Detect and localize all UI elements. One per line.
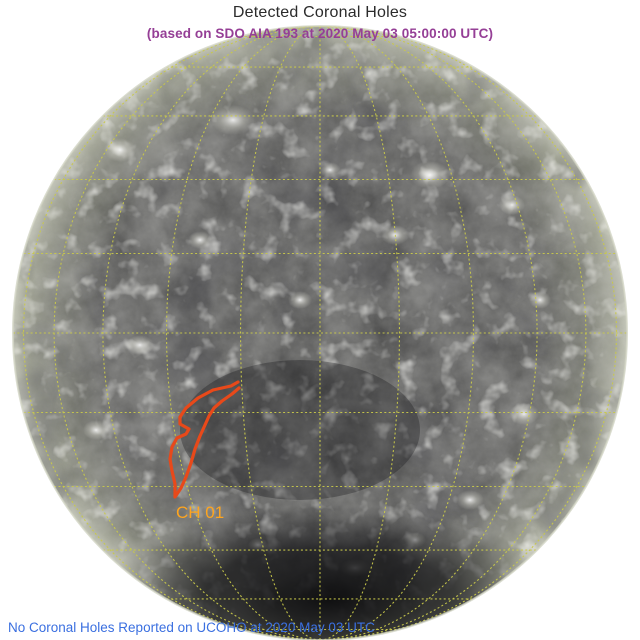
south-polar-dark-region: [100, 505, 560, 640]
grid-meridian--60: [53, 26, 321, 640]
grid-meridian--45: [102, 26, 321, 640]
grid-meridian-60: [319, 26, 587, 640]
coronal-hole-contour[interactable]: [168, 380, 241, 499]
grid-meridian--75: [22, 26, 321, 640]
grid-meridian-30: [319, 26, 475, 640]
grid-meridian--30: [165, 26, 321, 640]
ucoho-report-note: No Coronal Holes Reported on UCOHO at 20…: [8, 620, 375, 635]
dark-region-center: [180, 360, 420, 500]
lat-lon-grid: [13, 26, 627, 640]
grid-meridian--15: [239, 26, 321, 640]
grid-meridian-45: [319, 26, 538, 640]
coronal-hole-label: CH 01: [176, 503, 224, 522]
disk-limb-outline: [12, 25, 628, 640]
grid-meridian-75: [319, 26, 618, 640]
grid-meridian-15: [319, 26, 401, 640]
coronal-hole-contours: CH 01: [168, 380, 241, 522]
